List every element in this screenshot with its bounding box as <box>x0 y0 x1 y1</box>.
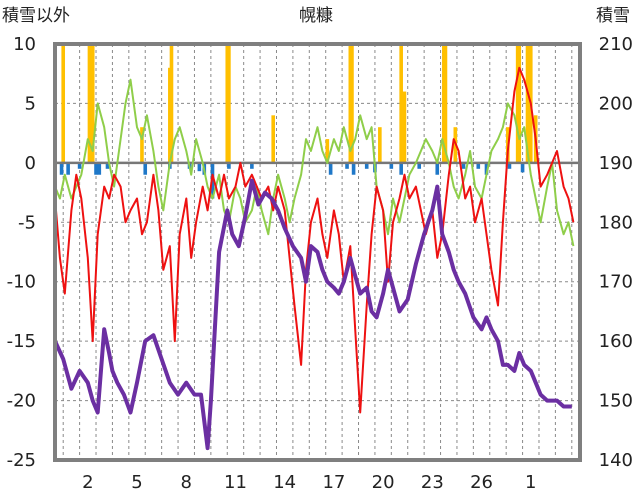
series-lines <box>53 66 575 451</box>
right-tick-label: 170 <box>599 272 633 293</box>
precip-bar <box>461 162 466 169</box>
left-tick-label: 5 <box>25 93 36 114</box>
min_temp-line <box>54 66 575 414</box>
snowfall-bar <box>90 44 95 163</box>
chart-title: 幌糠 <box>299 5 333 26</box>
snowfall-bar <box>350 44 354 163</box>
precip-bar <box>476 162 481 169</box>
left-tick-label: -25 <box>7 450 36 471</box>
precip-bar <box>97 162 102 175</box>
left-tick-label: -15 <box>7 331 36 352</box>
precip-bar <box>66 162 70 175</box>
right-axis-title: 積雪 <box>596 6 630 26</box>
precip-bar <box>484 162 489 175</box>
snowfall-bar <box>61 44 66 163</box>
right-tick-labels: 210 200 190 180 170 160 150 140 <box>599 34 633 471</box>
snowfall-bar <box>271 115 276 163</box>
x-tick-label: 11 <box>224 472 247 493</box>
precip-bar <box>399 162 403 175</box>
right-tick-label: 190 <box>599 153 633 174</box>
right-tick-label: 160 <box>599 331 633 352</box>
left-tick-label: 0 <box>25 153 36 174</box>
x-tick-label: 5 <box>131 472 142 493</box>
precip-bar <box>197 162 202 172</box>
snowfall-bar <box>378 127 382 163</box>
snow_depth-line <box>53 178 572 451</box>
x-tick-label: 8 <box>181 472 192 493</box>
snowfall-bar <box>402 91 407 163</box>
precip-bar <box>227 162 231 169</box>
precip-bar <box>250 162 254 169</box>
precip-bar <box>345 162 349 169</box>
precip-bar <box>77 162 82 169</box>
bars-layer <box>59 44 538 199</box>
precip-bar <box>105 162 110 169</box>
left-tick-labels: 10 5 0 -5 -10 -15 -20 -25 <box>7 34 36 471</box>
left-tick-label: -20 <box>7 391 36 412</box>
max_temp-line <box>54 78 575 247</box>
left-tick-label: 10 <box>13 34 36 55</box>
x-tick-label: 23 <box>421 472 444 493</box>
precip-bar <box>59 162 64 175</box>
left-tick-label: -10 <box>7 272 36 293</box>
precip-bar <box>435 162 440 175</box>
x-tick-labels: 2 5 8 11 14 17 20 23 26 1 <box>82 472 536 493</box>
left-tick-label: -5 <box>18 212 36 233</box>
right-tick-label: 180 <box>599 212 633 233</box>
right-tick-label: 150 <box>599 391 633 412</box>
precip-bar <box>417 162 422 169</box>
precip-bar <box>143 162 148 175</box>
x-tick-label: 1 <box>525 472 536 493</box>
snowfall-bar <box>399 44 403 163</box>
x-tick-label: 20 <box>372 472 395 493</box>
precip-bar <box>328 162 333 175</box>
snowfall-bar <box>227 44 231 163</box>
snowfall-bar <box>169 44 174 163</box>
plot-frame <box>53 42 582 462</box>
snowfall-bar <box>443 44 448 163</box>
precip-bar <box>351 162 356 175</box>
precip-bar <box>94 162 98 175</box>
precip-bar <box>507 162 512 169</box>
x-tick-label: 26 <box>470 472 493 493</box>
precip-bar <box>520 162 525 173</box>
right-tick-label: 200 <box>599 93 633 114</box>
x-tick-label: 17 <box>322 472 345 493</box>
x-tick-label: 14 <box>273 472 296 493</box>
precip-bar <box>389 162 394 169</box>
snowfall-bar <box>325 139 330 163</box>
snowfall-bar <box>87 44 92 163</box>
snowfall-bar <box>517 44 522 163</box>
right-tick-label: 140 <box>599 450 633 471</box>
right-tick-label: 210 <box>599 34 633 55</box>
precip-bar <box>364 162 369 169</box>
x-tick-label: 2 <box>82 472 93 493</box>
snowfall-bar <box>525 44 530 163</box>
left-axis-title: 積雪以外 <box>2 6 70 26</box>
snowfall-bar <box>140 127 144 163</box>
